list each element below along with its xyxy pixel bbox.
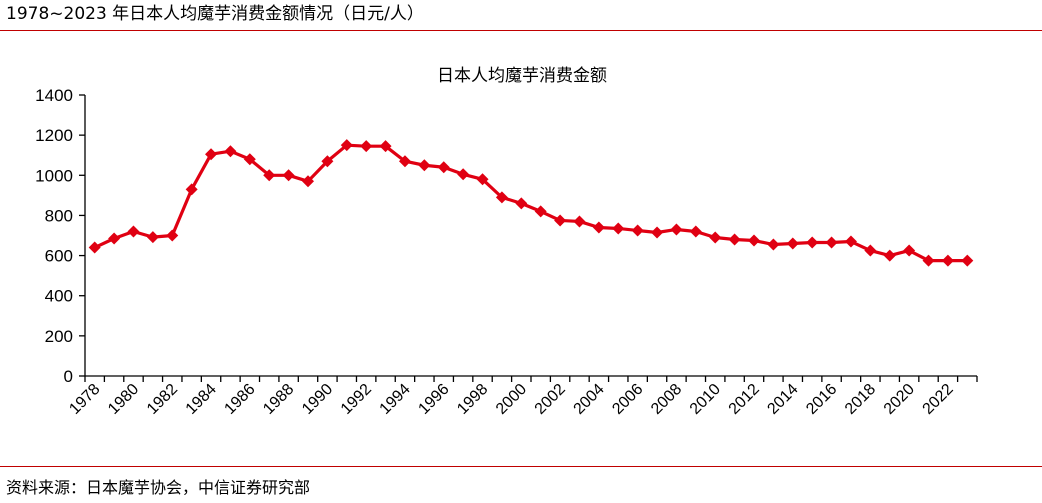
data-point — [437, 161, 450, 174]
x-tick-label: 2010 — [687, 381, 724, 418]
data-point — [903, 244, 916, 257]
data-point — [515, 197, 528, 210]
data-point — [263, 169, 276, 182]
data-point — [495, 191, 508, 204]
data-point — [651, 226, 664, 239]
x-tick-label: 1998 — [454, 381, 491, 418]
data-point — [670, 223, 683, 236]
data-point — [689, 225, 702, 238]
x-tick-label: 1994 — [377, 381, 414, 418]
x-tick-label: 1986 — [221, 381, 258, 418]
data-point — [88, 241, 101, 254]
series-line — [94, 143, 968, 263]
data-point — [961, 254, 974, 267]
data-point — [767, 238, 780, 251]
x-tick-label: 2022 — [920, 381, 957, 418]
data-point — [941, 254, 954, 267]
data-point — [457, 168, 470, 181]
y-tick-label: 800 — [45, 206, 73, 225]
data-point — [631, 224, 644, 237]
x-tick-label: 2008 — [648, 381, 685, 418]
data-point — [224, 145, 237, 158]
x-tick-label: 2006 — [609, 381, 646, 418]
y-tick-label: 1200 — [35, 126, 73, 145]
top-divider — [0, 30, 1042, 31]
source-note: 资料来源：日本魔芋协会，中信证券研究部 — [6, 478, 311, 497]
data-point — [844, 235, 857, 248]
data-point — [302, 175, 314, 188]
data-point — [922, 254, 935, 267]
data-point — [534, 205, 547, 218]
x-tick-label: 1996 — [415, 381, 452, 418]
data-point — [398, 155, 411, 168]
x-tick-label: 2012 — [726, 381, 763, 418]
x-tick-label: 1982 — [144, 381, 181, 418]
data-point — [786, 237, 799, 250]
figure-title: 1978~2023 年日本人均魔芋消费金额情况（日元/人） — [6, 4, 424, 24]
y-tick-label: 1000 — [35, 166, 73, 185]
data-point — [166, 229, 179, 242]
data-point — [282, 169, 295, 182]
data-point — [108, 232, 121, 245]
data-point — [379, 140, 392, 153]
data-point — [883, 249, 896, 262]
x-tick-label: 1978 — [66, 381, 103, 418]
x-tick-label: 1980 — [105, 381, 142, 418]
data-point — [476, 173, 489, 186]
x-tick-label: 1992 — [338, 381, 375, 418]
data-point — [806, 236, 819, 249]
x-tick-label: 1988 — [260, 381, 297, 418]
x-tick-label: 2002 — [532, 381, 569, 418]
x-tick-label: 2014 — [764, 381, 801, 418]
data-point — [360, 140, 373, 153]
data-point — [127, 225, 140, 238]
bottom-divider — [0, 466, 1042, 467]
x-tick-label: 1984 — [183, 381, 220, 418]
y-tick-label: 200 — [45, 327, 73, 346]
data-point — [340, 139, 353, 152]
data-point — [185, 183, 198, 196]
y-tick-label: 1400 — [35, 86, 73, 105]
y-tick-label: 400 — [45, 287, 73, 306]
y-tick-label: 600 — [45, 247, 73, 266]
x-tick-label: 1990 — [299, 381, 336, 418]
data-point — [748, 234, 760, 247]
data-point — [146, 231, 159, 244]
x-tick-label: 2000 — [493, 381, 530, 418]
y-tick-label: 0 — [64, 367, 73, 386]
data-point — [554, 214, 567, 227]
x-tick-label: 2020 — [881, 381, 918, 418]
data-point — [612, 222, 625, 235]
data-point — [418, 159, 431, 172]
data-point — [864, 244, 877, 257]
data-point — [709, 231, 722, 244]
data-point — [205, 148, 218, 161]
x-tick-label: 2018 — [842, 381, 879, 418]
data-point — [573, 215, 586, 228]
chart-title: 日本人均魔芋消费金额 — [437, 66, 607, 85]
data-point — [321, 155, 334, 168]
x-tick-label: 2004 — [571, 381, 608, 418]
data-point — [243, 153, 256, 166]
x-tick-label: 2016 — [803, 381, 840, 418]
chart-series — [88, 139, 974, 267]
data-point — [592, 221, 605, 234]
data-point — [728, 233, 741, 246]
data-point — [825, 236, 838, 249]
